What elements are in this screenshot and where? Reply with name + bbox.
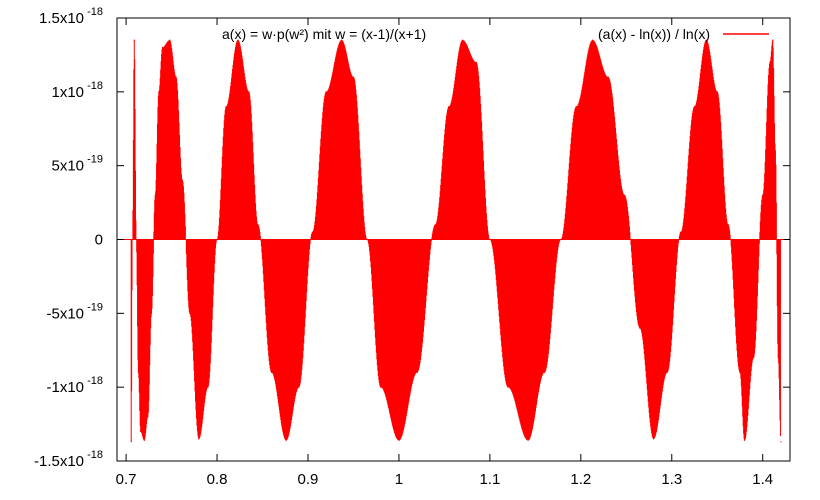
data-point — [743, 439, 746, 441]
y-tick-label: -5x10 -19 — [47, 301, 104, 322]
data-point — [133, 39, 135, 41]
data-point — [652, 438, 655, 440]
data-point — [774, 150, 777, 152]
x-tick-label: 0.8 — [207, 471, 228, 488]
data-point — [169, 39, 171, 41]
data-point — [271, 371, 273, 373]
data-point — [237, 39, 239, 41]
data-point — [639, 327, 641, 329]
x-tick-label: 1.1 — [479, 471, 500, 488]
y-tick-label: 0 — [95, 232, 103, 249]
data-point — [311, 231, 314, 233]
data-point — [607, 76, 609, 78]
data-point — [475, 61, 477, 63]
data-point — [158, 91, 160, 93]
data-point — [147, 416, 149, 418]
data-layer — [117, 39, 790, 443]
y-tick-label: 5x10 -19 — [52, 154, 104, 175]
series-0 — [130, 39, 782, 443]
data-point — [739, 371, 741, 373]
x-tick-label: 0.7 — [116, 471, 137, 488]
data-point — [448, 106, 450, 108]
data-point — [434, 224, 436, 226]
data-point — [693, 106, 696, 108]
data-point — [769, 61, 771, 63]
data-point — [543, 371, 546, 373]
data-point — [623, 194, 626, 196]
data-point — [137, 371, 139, 373]
series-0-impulses — [130, 40, 781, 442]
data-point — [143, 439, 145, 441]
formula-annotation: a(x) = w·p(w²) mit w = (x-1)/(x+1) — [222, 26, 426, 42]
data-point — [285, 439, 287, 441]
data-point — [575, 106, 577, 108]
data-point — [198, 438, 200, 440]
ticks-layer — [117, 17, 790, 462]
data-point — [398, 439, 400, 441]
data-point — [154, 194, 156, 196]
x-tick-label: 1.4 — [752, 471, 773, 488]
data-point — [189, 312, 191, 314]
data-point — [130, 441, 132, 443]
data-point — [527, 439, 529, 441]
data-point — [727, 224, 729, 226]
data-point — [680, 231, 682, 233]
y-tick-label: -1x10 -18 — [47, 375, 104, 396]
data-point — [161, 46, 164, 49]
data-point — [325, 91, 327, 93]
x-tick-label: 1.2 — [570, 471, 591, 488]
data-point — [298, 386, 300, 388]
data-point — [461, 39, 464, 41]
data-point — [772, 39, 774, 41]
data-point — [341, 39, 343, 41]
data-point — [225, 106, 227, 108]
data-point — [753, 357, 755, 359]
data-point — [780, 441, 782, 443]
data-point — [175, 76, 177, 78]
data-point — [416, 371, 418, 373]
data-point — [666, 371, 668, 373]
data-point — [181, 179, 184, 182]
x-tick-label: 1.3 — [661, 471, 682, 488]
data-point — [705, 39, 707, 41]
data-point — [716, 91, 718, 93]
legend-label: (a(x) - ln(x)) / ln(x) — [598, 26, 710, 42]
data-point — [507, 386, 509, 388]
data-point — [592, 39, 594, 41]
data-point — [150, 312, 153, 314]
legend: (a(x) - ln(x)) / ln(x) — [598, 26, 769, 42]
x-tick-label: 0.9 — [298, 471, 319, 488]
data-point — [352, 76, 355, 78]
data-point — [248, 91, 250, 93]
y-tick-label: -1.5x10 -18 — [34, 449, 103, 470]
labels-layer: 0.7 0.8 0.9 1 1.1 1.2 1.3 1.4 1.5x10 -18 1x10 -18… — [34, 6, 773, 488]
data-point — [380, 386, 382, 388]
data-point — [140, 430, 142, 433]
data-point — [762, 194, 764, 196]
y-tick-label: 1.5x10 -18 — [39, 6, 103, 27]
data-point — [207, 386, 209, 388]
data-point — [777, 357, 779, 359]
data-point — [257, 224, 259, 226]
x-tick-label: 1 — [395, 471, 403, 488]
y-tick-label: 1x10 -18 — [52, 80, 104, 101]
